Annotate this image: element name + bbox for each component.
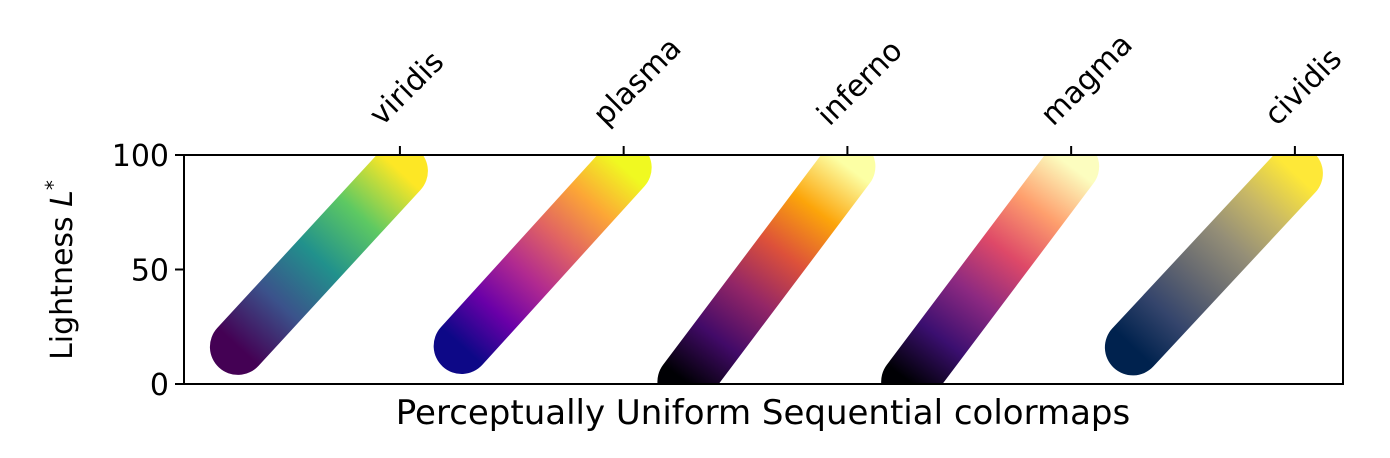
- colormap-track-inferno: [657, 155, 876, 384]
- x-axis-label: Perceptually Uniform Sequential colormap…: [396, 393, 1130, 433]
- y-axis-label-text: Lightness: [45, 207, 80, 360]
- plot-marks: [209, 155, 1323, 384]
- y-axis-label-superscript: *: [41, 180, 65, 190]
- x-tick-label-cividis: cividis: [1258, 41, 1349, 132]
- colormap-track-cividis: [1104, 155, 1323, 376]
- colormap-track-viridis: [209, 155, 428, 375]
- y-tick-label-0: 0: [150, 368, 169, 403]
- colormap-track-magma: [881, 155, 1100, 384]
- y-axis-label-symbol: L: [45, 190, 80, 207]
- y-tick-label-100: 100: [112, 139, 169, 174]
- x-tick-label-plasma: plasma: [587, 31, 689, 133]
- y-tick-label-50: 50: [131, 254, 169, 289]
- x-tick-label-inferno: inferno: [810, 33, 909, 132]
- y-axis: 0 50 100: [112, 139, 184, 403]
- x-axis-top: viridis plasma inferno magma cividis: [363, 27, 1349, 155]
- x-tick-label-magma: magma: [1034, 27, 1140, 133]
- x-tick-label-viridis: viridis: [363, 44, 451, 132]
- y-axis-label: Lightness L*: [41, 180, 80, 360]
- colormap-track-plasma: [433, 155, 652, 374]
